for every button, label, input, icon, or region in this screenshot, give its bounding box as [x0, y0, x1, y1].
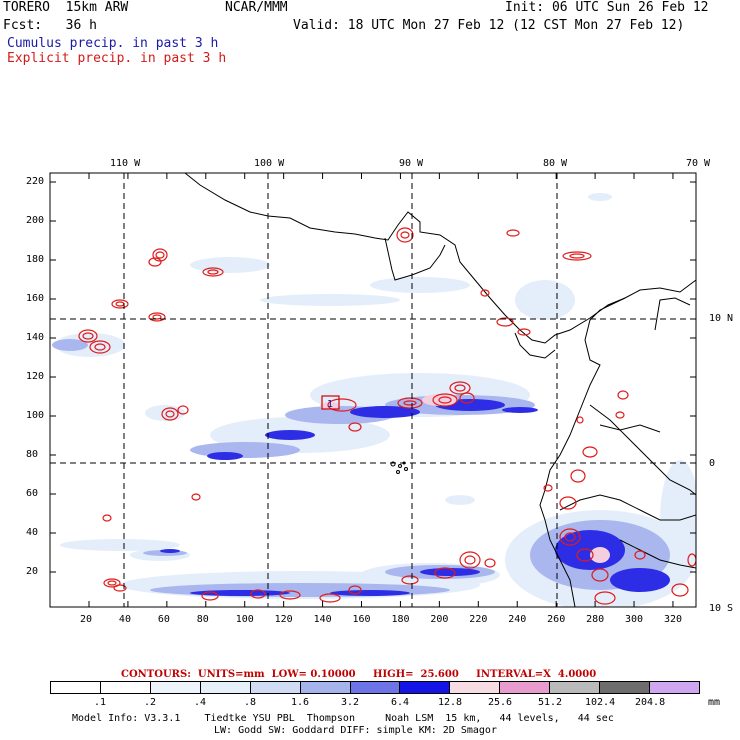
lat-label-10n: 10 N	[709, 313, 734, 324]
contours-info: CONTOURS: UNITS=mm LOW= 0.10000 HIGH= 25…	[121, 669, 597, 680]
x-tick-label: 80	[196, 614, 209, 625]
physics-info: LW: Godd SW: Goddard DIFF: simple KM: 2D…	[214, 725, 497, 736]
x-tick-label: 20	[80, 614, 93, 625]
y-tick-label: 40	[26, 527, 39, 538]
explicit-precip-contours	[78, 227, 696, 605]
y-tick-label: 140	[26, 332, 45, 343]
y-tick-label: 20	[26, 566, 39, 577]
legend-explicit: Explicit precip. in past 3 h	[7, 51, 227, 66]
colorbar-label: 102.4	[585, 697, 616, 708]
colorbar-label: 3.2	[341, 697, 360, 708]
x-tick-label: 220	[469, 614, 488, 625]
axis-ticks	[50, 173, 696, 607]
x-tick-label: 60	[157, 614, 170, 625]
colorbar-label: 6.4	[391, 697, 410, 708]
forecast-hour: Fcst: 36 h	[3, 18, 97, 33]
colorbar-label: 51.2	[538, 697, 563, 708]
x-tick-label: 320	[663, 614, 682, 625]
colorbar-label: 1.6	[291, 697, 310, 708]
lon-label-100w: 100 W	[254, 158, 285, 169]
x-tick-label: 40	[118, 614, 131, 625]
legend-cumulus: Cumulus precip. in past 3 h	[7, 36, 219, 51]
x-tick-label: 300	[625, 614, 644, 625]
model-info: Model Info: V3.3.1 Tiedtke YSU PBL Thomp…	[72, 713, 614, 724]
station-marker-label: 1	[327, 399, 333, 410]
valid-time: Valid: 18 UTC Mon 27 Feb 12 (12 CST Mon …	[293, 18, 685, 33]
y-tick-label: 60	[26, 488, 39, 499]
precip-fill-layer	[52, 193, 696, 607]
lat-label-10s: 10 S	[709, 603, 734, 614]
x-tick-label: 140	[313, 614, 332, 625]
colorbar-label: .2	[144, 697, 157, 708]
x-tick-label: 240	[508, 614, 527, 625]
colorbar-swatch	[349, 682, 400, 693]
init-time: Init: 06 UTC Sun 26 Feb 12	[505, 0, 709, 15]
x-tick-label: 200	[430, 614, 449, 625]
y-tick-label: 180	[26, 254, 45, 265]
x-tick-label: 100	[235, 614, 254, 625]
x-tick-label: 120	[274, 614, 293, 625]
colorbar-swatch	[549, 682, 600, 693]
plot-frame	[49, 172, 697, 608]
x-tick-label: 260	[547, 614, 566, 625]
colorbar-swatch	[51, 682, 100, 693]
colorbar-swatch	[149, 682, 200, 693]
y-tick-label: 220	[26, 176, 45, 187]
colorbar-swatch	[399, 682, 450, 693]
x-tick-label: 280	[586, 614, 605, 625]
station-marker	[321, 395, 340, 410]
colorbar-swatch	[299, 682, 350, 693]
x-tick-label: 180	[391, 614, 410, 625]
colorbar-label: 204.8	[635, 697, 666, 708]
center-title: NCAR/MMM	[225, 0, 288, 15]
y-tick-label: 200	[26, 215, 45, 226]
coastline-layer	[184, 173, 696, 607]
lat-lon-grid	[50, 173, 696, 607]
lon-label-90w: 90 W	[399, 158, 424, 169]
colorbar	[50, 681, 700, 694]
lon-label-80w: 80 W	[543, 158, 568, 169]
colorbar-swatch	[649, 682, 699, 693]
y-tick-label: 100	[26, 410, 45, 421]
colorbar-unit: mm	[708, 697, 721, 708]
colorbar-swatch	[499, 682, 550, 693]
colorbar-swatch	[449, 682, 500, 693]
colorbar-label: 12.8	[438, 697, 463, 708]
colorbar-swatch	[599, 682, 650, 693]
colorbar-label: .1	[94, 697, 107, 708]
colorbar-label: .8	[244, 697, 257, 708]
x-tick-label: 160	[352, 614, 371, 625]
model-title: TORERO 15km ARW	[3, 0, 129, 15]
lon-label-110w: 110 W	[110, 158, 141, 169]
colorbar-swatch	[199, 682, 250, 693]
colorbar-swatch	[99, 682, 150, 693]
lon-label-70w: 70 W	[686, 158, 711, 169]
y-tick-label: 80	[26, 449, 39, 460]
colorbar-label: 25.6	[488, 697, 513, 708]
lat-label-0: 0	[709, 458, 716, 469]
colorbar-swatch	[249, 682, 300, 693]
y-tick-label: 120	[26, 371, 45, 382]
colorbar-label: .4	[194, 697, 207, 708]
galapagos-islands	[390, 461, 408, 474]
y-tick-label: 160	[26, 293, 45, 304]
